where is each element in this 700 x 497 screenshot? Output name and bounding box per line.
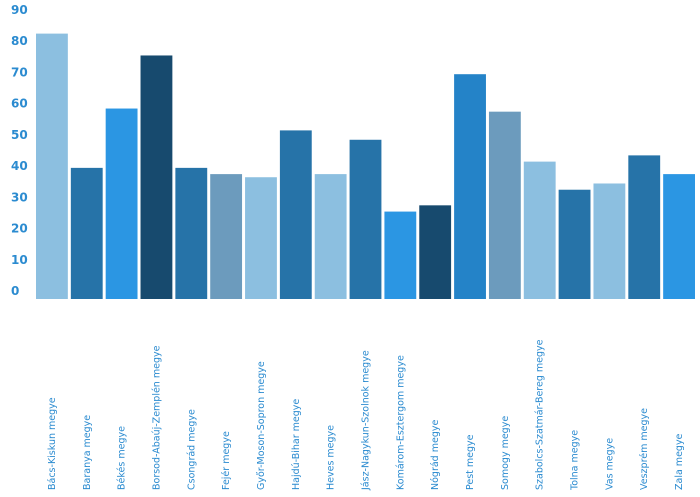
bar xyxy=(419,205,452,299)
bar xyxy=(593,183,626,299)
x-tick-label: Vas megye xyxy=(604,438,615,490)
y-tick-label: 90 xyxy=(11,3,28,17)
x-tick-label: Jász-Nagykun-Szolnok megye xyxy=(361,350,372,491)
y-tick-label: 50 xyxy=(11,128,28,142)
bar xyxy=(140,55,173,299)
bar xyxy=(210,174,243,299)
bar xyxy=(349,139,382,299)
bar xyxy=(314,174,347,299)
y-tick-label: 30 xyxy=(11,190,28,204)
bar xyxy=(558,189,591,299)
bar xyxy=(523,161,556,299)
y-axis: 0 10 20 30 40 50 60 70 80 90 xyxy=(11,3,28,298)
x-tick-label: Békés megye xyxy=(117,426,128,490)
y-tick-label: 10 xyxy=(11,253,28,267)
x-tick-label: Veszprém megye xyxy=(639,408,650,490)
x-tick-label: Hajdú-Bihar megye xyxy=(291,399,302,490)
bars xyxy=(36,33,695,300)
bar xyxy=(488,111,521,299)
x-tick-label: Győr-Moson-Sopron megye xyxy=(256,361,267,490)
x-tick-label: Baranya megye xyxy=(82,415,93,490)
bar xyxy=(384,211,417,299)
bar xyxy=(175,167,208,299)
x-tick-label: Somogy megye xyxy=(500,416,511,490)
bar xyxy=(628,155,661,299)
y-tick-label: 20 xyxy=(11,222,28,236)
y-tick-label: 60 xyxy=(11,97,28,111)
bar xyxy=(454,74,486,299)
y-tick-label: 80 xyxy=(11,34,28,48)
x-tick-label: Fejér megye xyxy=(221,431,232,490)
y-tick-label: 0 xyxy=(11,284,19,298)
bar xyxy=(70,167,103,299)
x-tick-label: Borsod-Abaúj-Zemplén megye xyxy=(151,345,162,490)
x-axis: Bács-Kiskun megye Baranya megye Békés megy… xyxy=(47,339,685,491)
x-tick-label: Szabolcs-Szatmár-Bereg megye xyxy=(535,339,546,490)
x-tick-label: Zala megye xyxy=(674,433,685,490)
x-tick-label: Pest megye xyxy=(465,434,476,490)
bar xyxy=(279,130,312,299)
y-tick-label: 70 xyxy=(11,65,28,79)
x-tick-label: Heves megye xyxy=(326,425,337,490)
x-tick-label: Tolna megye xyxy=(570,430,581,491)
y-tick-label: 40 xyxy=(11,159,28,173)
x-tick-label: Nógrád megye xyxy=(430,420,441,490)
bar xyxy=(245,177,277,299)
x-tick-label: Komárom-Esztergom megye xyxy=(395,355,406,490)
bar xyxy=(36,33,68,300)
bar xyxy=(105,108,138,299)
bar xyxy=(663,174,695,299)
x-tick-label: Csongrád megye xyxy=(186,409,197,490)
x-tick-label: Bács-Kiskun megye xyxy=(47,397,58,490)
